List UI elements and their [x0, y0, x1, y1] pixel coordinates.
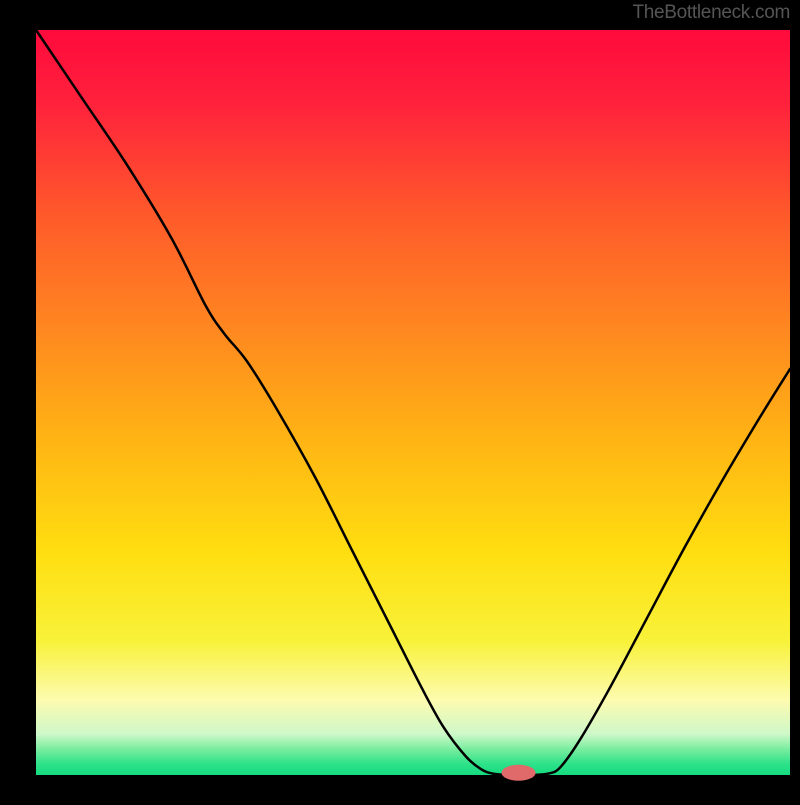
chart-canvas: [0, 0, 800, 800]
bottleneck-chart: TheBottleneck.com: [0, 0, 800, 800]
optimal-marker: [502, 765, 536, 781]
gradient-background: [36, 30, 790, 775]
watermark-text: TheBottleneck.com: [632, 2, 790, 24]
